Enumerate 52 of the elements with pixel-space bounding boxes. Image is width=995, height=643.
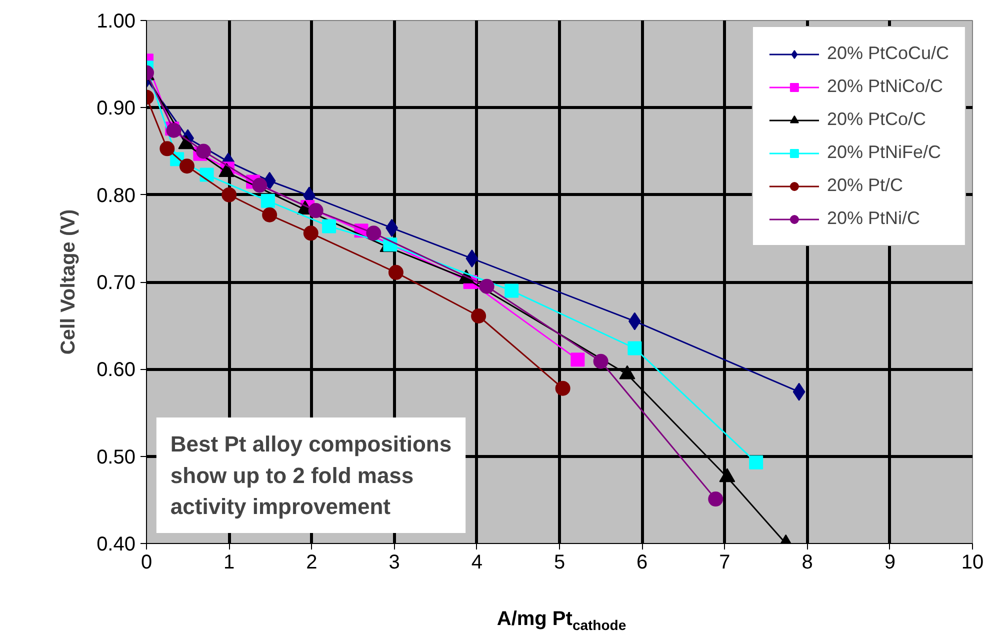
point xyxy=(308,203,324,218)
x-tick-label: 2 xyxy=(306,552,318,574)
point xyxy=(471,308,486,324)
x-tick-label: 0 xyxy=(140,552,152,574)
point xyxy=(479,278,494,294)
point xyxy=(366,226,382,241)
x-tick-label: 9 xyxy=(884,552,896,574)
legend-label: 20% PtNi/C xyxy=(826,208,920,229)
y-axis-title: Cell Voltage (V) xyxy=(58,209,80,355)
point xyxy=(388,264,404,280)
x-tick-label: 3 xyxy=(388,552,400,574)
x-tick-label: 8 xyxy=(802,552,813,574)
point xyxy=(555,380,570,396)
point xyxy=(792,382,806,401)
y-tick-label: 0.70 xyxy=(96,272,136,294)
point xyxy=(749,455,764,470)
point xyxy=(504,284,519,298)
point xyxy=(222,187,237,202)
point xyxy=(262,207,278,222)
annotation: Best Pt alloy compositions show up to 2 fold mass activity improvement xyxy=(170,432,452,520)
x-tick-label: 6 xyxy=(636,552,648,574)
y-tick-label: 1.00 xyxy=(96,10,136,32)
point xyxy=(160,141,175,156)
point xyxy=(263,172,276,190)
legend-label: 20% PtNiCo/C xyxy=(826,76,943,97)
x-tick-label: 5 xyxy=(554,552,566,574)
point xyxy=(322,219,336,234)
point xyxy=(593,354,608,369)
x-tick-label: 4 xyxy=(471,552,482,574)
point xyxy=(179,158,194,174)
legend-label: 20% PtNiFe/C xyxy=(826,142,941,163)
point xyxy=(260,194,275,208)
legend-label: 20% PtCoCu/C xyxy=(826,43,949,64)
x-axis-title: A/mg Pt$_{cathode}$ xyxy=(496,607,626,635)
y-tick-label: 0.40 xyxy=(96,534,136,556)
point xyxy=(252,178,268,193)
point xyxy=(570,352,585,367)
legend-label: 20% PtCo/C xyxy=(826,109,926,130)
point xyxy=(196,144,211,159)
y-tick-label: 0.80 xyxy=(96,184,136,207)
x-tick-label: 1 xyxy=(224,552,235,574)
point xyxy=(628,341,642,356)
point xyxy=(466,249,478,268)
point xyxy=(303,226,318,241)
y-tick-label: 0.50 xyxy=(96,446,136,468)
y-tick-label: 0.60 xyxy=(96,359,136,382)
x-tick-label: 10 xyxy=(961,552,984,574)
x-tick-label: 7 xyxy=(719,552,730,574)
point xyxy=(708,492,724,507)
legend-label: 20% Pt/C xyxy=(826,175,903,196)
y-tick-label: 0.90 xyxy=(96,98,136,120)
point xyxy=(200,168,214,182)
